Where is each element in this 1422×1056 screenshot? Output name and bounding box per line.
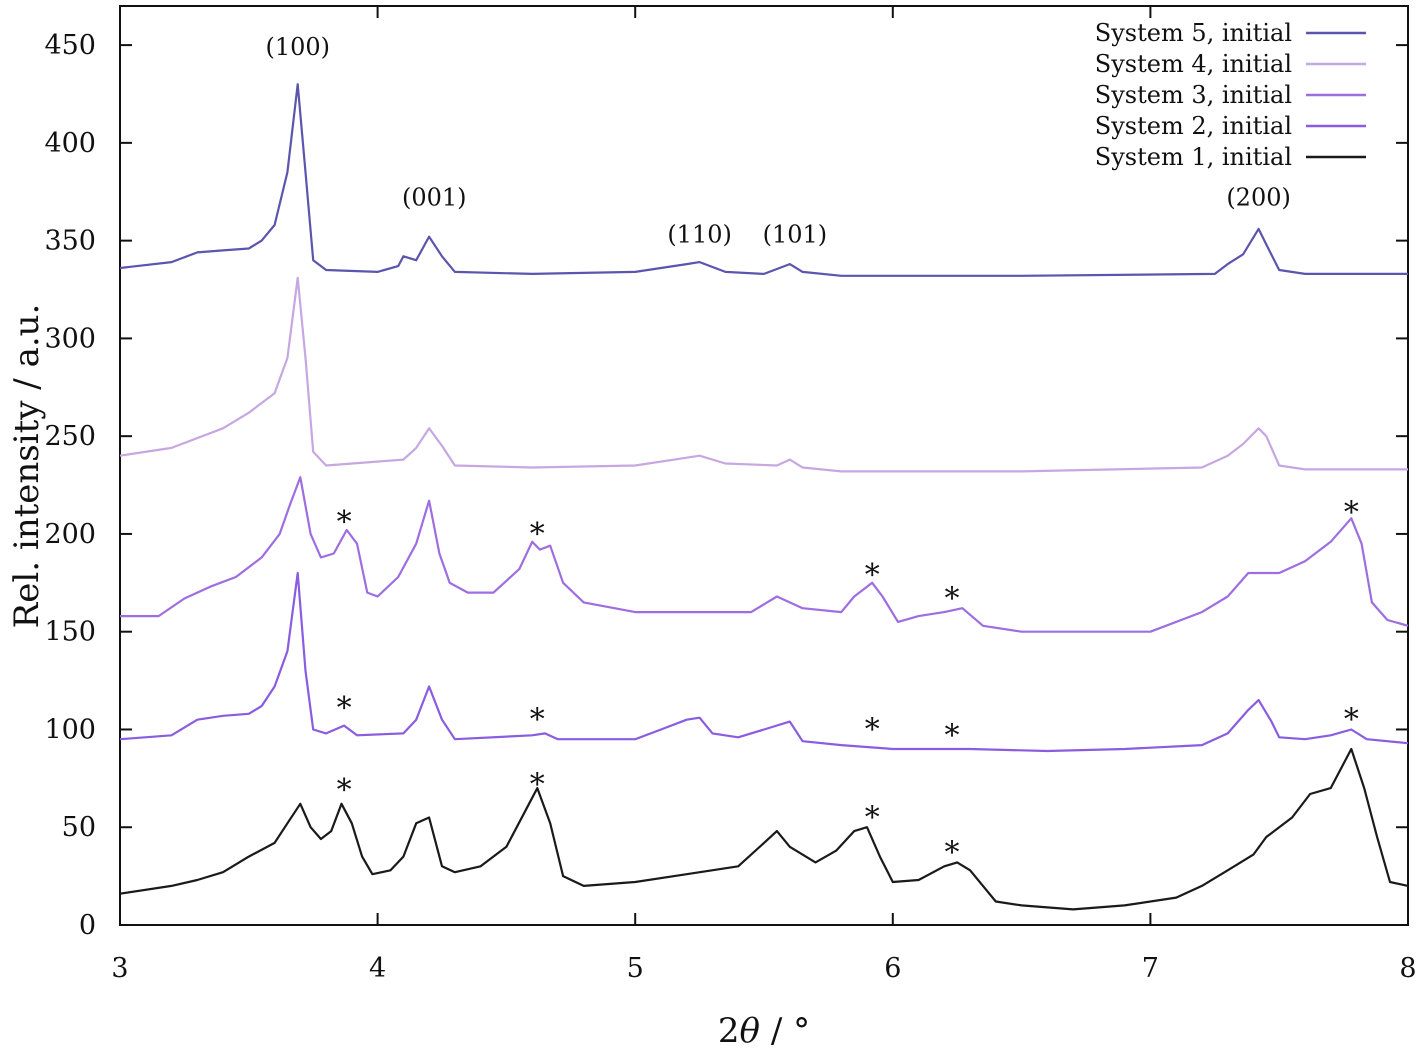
axis-ticks: 3 4 5 6 7 8 0 50 100 150 200 250 300 350 400 450	[44, 6, 1417, 984]
y-tick-label: 300	[44, 323, 96, 354]
star-marker: *	[337, 505, 352, 540]
legend-label: System 1, initial	[1095, 143, 1292, 171]
star-marker: *	[337, 691, 352, 726]
x-axis-title-theta: θ	[740, 1011, 760, 1051]
star-marker: *	[945, 718, 960, 753]
y-tick-label: 50	[62, 812, 96, 843]
x-tick-label: 7	[1142, 953, 1159, 984]
y-tick-label: 350	[44, 226, 96, 257]
peak-label: (200)	[1226, 183, 1291, 211]
star-marker: *	[865, 558, 880, 593]
x-tick-label: 4	[369, 953, 386, 984]
star-marker: *	[1344, 495, 1359, 530]
peak-label: (110)	[667, 221, 732, 249]
legend-label: System 3, initial	[1095, 81, 1292, 109]
star-marker: *	[865, 801, 880, 836]
y-tick-label: 100	[44, 714, 96, 745]
y-tick-label: 0	[79, 910, 96, 941]
series-line-system-5	[119, 83, 1408, 277]
x-tick-label: 6	[884, 953, 901, 984]
plot-frame	[119, 5, 1409, 926]
x-tick-label: 3	[111, 953, 128, 984]
legend-label: System 5, initial	[1095, 19, 1292, 47]
x-tick-label: 8	[1399, 953, 1416, 984]
series-line-system-3	[120, 476, 1409, 633]
star-marker: *	[530, 703, 545, 738]
y-tick-label: 200	[44, 519, 96, 550]
y-tick-label: 150	[44, 617, 96, 648]
legend-label: System 2, initial	[1095, 112, 1292, 140]
star-marker: *	[945, 582, 960, 617]
legend: System 5, initial System 4, initial System…	[1095, 19, 1366, 171]
peak-label: (101)	[763, 221, 828, 249]
x-tick-label: 5	[627, 953, 644, 984]
star-marker: *	[530, 767, 545, 802]
x-axis-title-prefix: 2	[718, 1011, 740, 1051]
peak-label: (100)	[265, 33, 330, 61]
series-line-system-1	[119, 747, 1409, 911]
y-axis-title: Rel. intensity / a.u.	[7, 304, 47, 629]
series-lines	[119, 83, 1409, 911]
y-tick-label: 450	[44, 30, 96, 61]
peak-annotations: (100) (001) (110) (101) (200) * * * * * * * * * * * * * *	[265, 33, 1358, 871]
star-marker: *	[865, 713, 880, 748]
star-marker: *	[530, 517, 545, 552]
peak-label: (001)	[402, 183, 467, 211]
series-line-system-4	[119, 276, 1408, 473]
x-axis-title-suffix: / °	[760, 1011, 810, 1051]
legend-label: System 4, initial	[1095, 50, 1292, 78]
x-axis-title: 2θ / °	[718, 1011, 810, 1051]
y-tick-label: 250	[44, 421, 96, 452]
star-marker: *	[945, 836, 960, 871]
star-marker: *	[1344, 703, 1359, 738]
series-line-system-2	[119, 571, 1409, 753]
star-marker: *	[337, 773, 352, 808]
y-tick-label: 400	[44, 128, 96, 159]
